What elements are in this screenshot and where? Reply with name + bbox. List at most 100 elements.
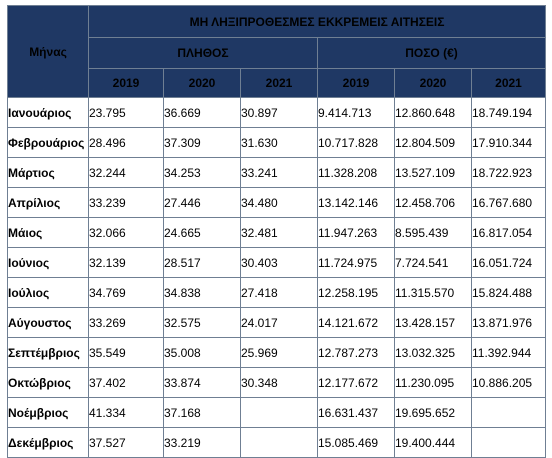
month-cell: Ιούνιος — [7, 247, 89, 278]
count-cell — [240, 427, 318, 458]
count-cell: 32.139 — [88, 247, 164, 278]
year-header: 2021 — [470, 68, 547, 98]
amount-group-header: ΠΟΣΟ (€) — [316, 37, 547, 69]
count-cell: 36.669 — [163, 97, 241, 128]
month-column-header: Μήνας — [7, 5, 89, 98]
table-row: Φεβρουάριος 28.496 37.309 31.630 10.717.828 1… — [7, 127, 547, 158]
count-cell: 37.402 — [88, 367, 164, 398]
month-cell: Σεπτέμβριος — [7, 337, 89, 368]
amount-cell: 17.910.344 — [470, 127, 547, 158]
amount-cell: 12.177.672 — [317, 367, 395, 398]
amount-cell: 11.947.263 — [317, 217, 395, 248]
count-cell: 23.795 — [88, 97, 164, 128]
count-cell: 28.517 — [163, 247, 241, 278]
count-cell: 33.241 — [240, 157, 318, 188]
month-cell: Απρίλιος — [7, 187, 89, 218]
month-cell: Ιούλιος — [7, 277, 89, 308]
amount-cell: 15.085.469 — [317, 427, 395, 458]
pending-applications-table: Μήνας ΜΗ ΛΗΞΙΠΡΟΘΕΣΜΕΣ ΕΚΚΡΕΜΕΙΣ ΑΙΤΗΣΕΙ… — [7, 5, 547, 458]
count-cell: 41.334 — [88, 397, 164, 428]
count-cell: 37.527 — [88, 427, 164, 458]
month-cell: Νοέμβριος — [7, 397, 89, 428]
count-cell: 27.418 — [240, 277, 318, 308]
amount-cell: 8.595.439 — [394, 217, 472, 248]
count-cell: 32.481 — [240, 217, 318, 248]
amount-cell — [470, 427, 547, 458]
table-row: Σεπτέμβριος 35.549 35.008 25.969 12.787.273 1… — [7, 337, 547, 368]
table-row: Ιούνιος 32.139 28.517 30.403 11.724.975 7.724… — [7, 247, 547, 278]
table-row: Δεκέμβριος 37.527 33.219 15.085.469 19.400.4… — [7, 427, 547, 458]
amount-cell: 12.458.706 — [394, 187, 472, 218]
amount-cell: 19.400.444 — [394, 427, 472, 458]
amount-cell: 16.631.437 — [317, 397, 395, 428]
amount-cell: 16.817.054 — [470, 217, 547, 248]
amount-cell: 10.717.828 — [317, 127, 395, 158]
amount-cell: 11.724.975 — [317, 247, 395, 278]
count-cell: 34.838 — [163, 277, 241, 308]
amount-cell: 12.860.648 — [394, 97, 472, 128]
count-cell: 32.575 — [163, 307, 241, 338]
amount-cell: 7.724.541 — [394, 247, 472, 278]
amount-cell: 19.695.652 — [394, 397, 472, 428]
count-cell: 35.549 — [88, 337, 164, 368]
amount-cell — [470, 397, 547, 428]
count-cell: 33.874 — [163, 367, 241, 398]
amount-cell: 11.230.095 — [394, 367, 472, 398]
year-header: 2020 — [163, 68, 241, 98]
table-row: Ιούλιος 34.769 34.838 27.418 12.258.195 11.31… — [7, 277, 547, 308]
year-header: 2019 — [88, 68, 164, 98]
header-row-title: Μήνας ΜΗ ΛΗΞΙΠΡΟΘΕΣΜΕΣ ΕΚΚΡΕΜΕΙΣ ΑΙΤΗΣΕΙ… — [7, 5, 547, 98]
amount-cell: 18.749.194 — [470, 97, 547, 128]
count-cell: 34.253 — [163, 157, 241, 188]
count-cell: 33.239 — [88, 187, 164, 218]
header-row-groups: ΠΛΗΘΟΣ ΠΟΣΟ (€) — [8, 37, 547, 69]
month-cell: Μάιος — [7, 217, 89, 248]
year-header: 2020 — [394, 68, 472, 98]
count-cell: 24.017 — [240, 307, 318, 338]
amount-cell: 9.414.713 — [317, 97, 395, 128]
amount-cell: 10.886.205 — [470, 367, 547, 398]
count-cell: 27.446 — [163, 187, 241, 218]
count-cell: 33.219 — [163, 427, 241, 458]
count-group-header: ΠΛΗΘΟΣ — [88, 37, 318, 69]
table-body: Ιανουάριος 23.795 36.669 30.897 9.414.713 12.… — [7, 97, 547, 458]
count-cell: 28.496 — [88, 127, 164, 158]
table-row: Αύγουστος 33.269 32.575 24.017 14.121.672 13.… — [7, 307, 547, 338]
table-row: Οκτώβριος 37.402 33.874 30.348 12.177.672 11.… — [7, 367, 547, 398]
count-cell — [240, 397, 318, 428]
amount-cell: 11.392.944 — [470, 337, 547, 368]
table-row: Ιανουάριος 23.795 36.669 30.897 9.414.713 12.… — [7, 97, 547, 128]
count-cell: 30.897 — [240, 97, 318, 128]
month-cell: Οκτώβριος — [7, 367, 89, 398]
amount-cell: 18.722.923 — [470, 157, 547, 188]
count-cell: 31.630 — [240, 127, 318, 158]
year-header: 2019 — [317, 68, 395, 98]
table-row: Νοέμβριος 41.334 37.168 16.631.437 19.695.65… — [7, 397, 547, 428]
pending-applications-table-container: Μήνας ΜΗ ΛΗΞΙΠΡΟΘΕΣΜΕΣ ΕΚΚΡΕΜΕΙΣ ΑΙΤΗΣΕΙ… — [7, 5, 547, 458]
amount-cell: 16.767.680 — [470, 187, 547, 218]
amount-cell: 13.871.976 — [470, 307, 547, 338]
count-cell: 34.769 — [88, 277, 164, 308]
amount-cell: 12.804.509 — [394, 127, 472, 158]
amount-cell: 15.824.488 — [470, 277, 547, 308]
amount-cell: 13.142.146 — [317, 187, 395, 218]
amount-cell: 12.258.195 — [317, 277, 395, 308]
count-cell: 33.269 — [88, 307, 164, 338]
amount-cell: 11.315.570 — [394, 277, 472, 308]
amount-cell: 16.051.724 — [470, 247, 547, 278]
count-cell: 24.665 — [163, 217, 241, 248]
table-row: Απρίλιος 33.239 27.446 34.480 13.142.146 12.4… — [7, 187, 547, 218]
amount-cell: 13.527.109 — [394, 157, 472, 188]
table-title: ΜΗ ΛΗΞΙΠΡΟΘΕΣΜΕΣ ΕΚΚΡΕΜΕΙΣ ΑΙΤΗΣΕΙΣ — [87, 5, 547, 38]
month-cell: Αύγουστος — [7, 307, 89, 338]
amount-cell: 14.121.672 — [317, 307, 395, 338]
month-cell: Μάρτιος — [7, 157, 89, 188]
table-row: Μάιος 32.066 24.665 32.481 11.947.263 8.595.4… — [7, 217, 547, 248]
month-cell: Φεβρουάριος — [7, 127, 89, 158]
count-cell: 30.348 — [240, 367, 318, 398]
count-cell: 30.403 — [240, 247, 318, 278]
amount-cell: 12.787.273 — [317, 337, 395, 368]
count-cell: 35.008 — [163, 337, 241, 368]
count-cell: 37.309 — [163, 127, 241, 158]
amount-cell: 13.428.157 — [394, 307, 472, 338]
